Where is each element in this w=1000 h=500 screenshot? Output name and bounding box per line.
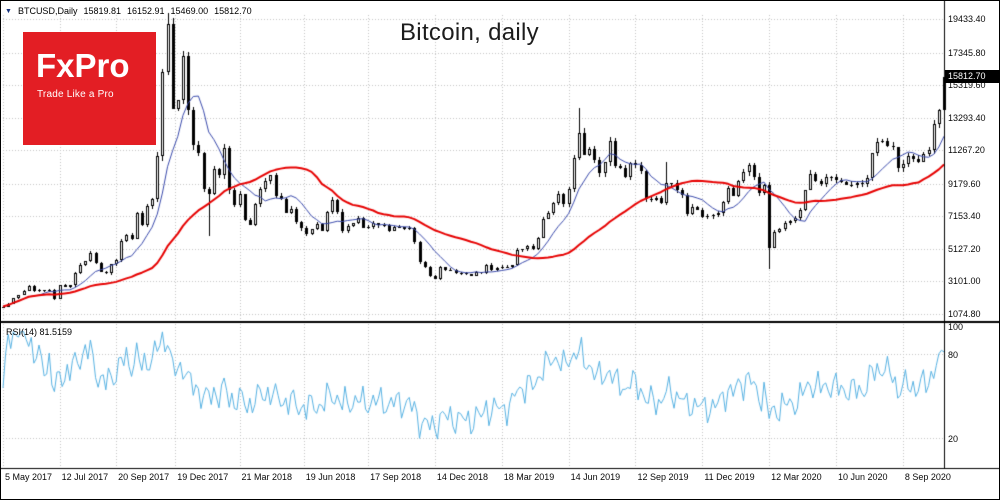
time-axis-label: 19 Dec 2017 — [177, 472, 229, 482]
time-axis-label: 12 Jul 2017 — [61, 472, 109, 482]
time-axis-label: 14 Dec 2018 — [436, 472, 488, 482]
time-axis-label: 5 May 2017 — [5, 472, 53, 482]
symbol-name: BTCUSD,Daily — [17, 6, 78, 16]
price-axis-label: 5127.20 — [948, 243, 981, 254]
price-axis-label: 19433.40 — [948, 14, 986, 24]
chart-symbol-icon: ▼ — [5, 7, 12, 15]
price-axis-label: 15319.60 — [948, 80, 986, 91]
price-axis-label: 17345.80 — [948, 47, 986, 58]
ohlc-close: 15812.70 — [214, 6, 252, 16]
time-axis-label: 20 Sep 2017 — [118, 472, 170, 482]
rsi-axis-label: 100 — [948, 322, 964, 332]
ohlc-open: 15819.81 — [83, 6, 121, 16]
rsi-indicator-label: RSI(14) 81.5159 — [6, 327, 73, 337]
price-axis-label: 3101.00 — [948, 276, 981, 287]
time-axis-label: 18 Mar 2019 — [503, 472, 555, 482]
time-axis-label: 10 Jun 2020 — [838, 472, 888, 482]
fxpro-logo-text: FxPro — [36, 47, 130, 84]
price-axis-label: 11267.20 — [948, 145, 985, 156]
price-axis-label: 9179.60 — [948, 178, 981, 189]
price-axis-label: 7153.40 — [948, 211, 981, 222]
price-axis-label: 13293.40 — [948, 112, 986, 123]
time-axis-label: 11 Dec 2019 — [704, 472, 755, 482]
price-axis-label: 1074.80 — [948, 309, 981, 319]
time-axis-label: 8 Sep 2020 — [904, 472, 951, 482]
time-axis-label: 14 Jun 2019 — [570, 472, 621, 482]
time-axis-label: 17 Sep 2018 — [370, 472, 422, 482]
fxpro-logo: FxPro Trade Like a Pro — [23, 32, 156, 145]
time-axis-label: 19 Jun 2018 — [305, 472, 356, 482]
symbol-bar: ▼ BTCUSD,Daily 15819.81 16152.91 15469.0… — [5, 6, 252, 16]
chart-title: Bitcoin, daily — [400, 19, 539, 46]
ohlc-low: 15469.00 — [170, 6, 209, 16]
ohlc-high: 16152.91 — [127, 6, 165, 16]
current-price-tag: 15812.70 — [945, 70, 999, 84]
rsi-axis-label: 20 — [948, 434, 959, 444]
fxpro-logo-tagline: Trade Like a Pro — [37, 89, 114, 100]
time-axis-label: 21 Mar 2018 — [241, 472, 293, 482]
rsi-axis-label: 80 — [948, 350, 959, 360]
time-axis-label: 12 Sep 2019 — [637, 472, 689, 482]
time-axis-label: 12 Mar 2020 — [771, 472, 822, 482]
